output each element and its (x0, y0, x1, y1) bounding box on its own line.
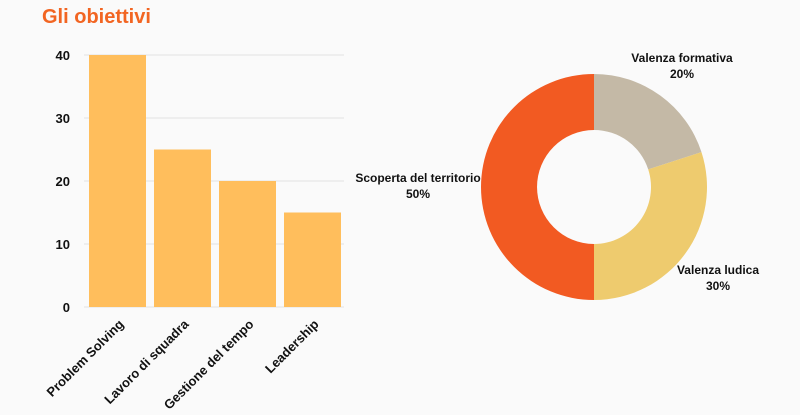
donut-chart: Valenza formativa 20% Valenza ludica 30% Sco… (355, 51, 759, 300)
page-title: Gli obiettivi (42, 6, 151, 28)
slice-percent: 30% (706, 279, 730, 293)
y-tick-label: 30 (56, 111, 70, 126)
donut-slice (481, 74, 594, 300)
y-tick-label: 20 (56, 174, 70, 189)
bar (154, 149, 211, 307)
donut-slice (594, 74, 702, 170)
slice-percent: 50% (406, 187, 430, 201)
x-tick-label: Leadership (262, 316, 322, 376)
slice-label: Valenza ludica (677, 263, 759, 277)
bar (219, 181, 276, 307)
y-tick-label: 10 (56, 237, 70, 252)
slice-percent: 20% (670, 67, 694, 81)
y-tick-label: 0 (63, 300, 70, 315)
bar (284, 212, 341, 307)
donut-slice (594, 152, 707, 300)
slice-label: Valenza formativa (631, 51, 733, 65)
slice-label: Scoperta del territorio (355, 171, 480, 185)
bar (89, 55, 146, 307)
y-tick-label: 40 (56, 48, 70, 63)
